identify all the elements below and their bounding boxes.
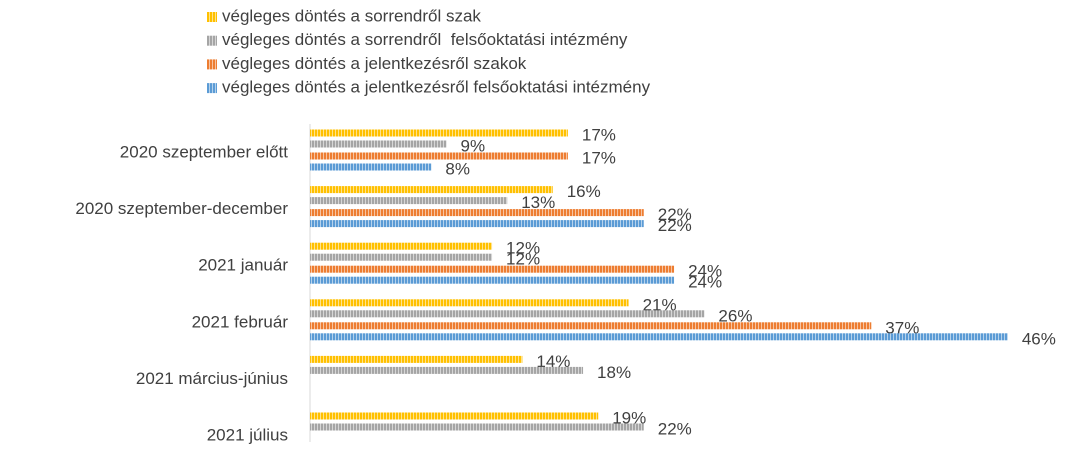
bar — [310, 129, 568, 137]
bar — [310, 140, 447, 148]
data-label: 19% — [612, 408, 646, 427]
bar — [310, 423, 644, 431]
data-label: 37% — [885, 318, 919, 337]
category-label: 2021 február — [192, 312, 289, 331]
bar — [310, 152, 568, 160]
bar — [310, 322, 872, 330]
data-label: 14% — [536, 352, 570, 371]
data-label: 26% — [718, 306, 752, 325]
legend-label: végleges döntés a sorrendről felsőoktatá… — [222, 30, 628, 49]
data-label: 22% — [658, 419, 692, 438]
bar — [310, 163, 432, 171]
data-label: 18% — [597, 363, 631, 382]
data-label: 46% — [1022, 329, 1056, 348]
data-label: 12% — [506, 239, 540, 258]
bar — [310, 197, 508, 205]
bar — [310, 253, 493, 261]
data-label: 24% — [688, 262, 722, 281]
data-label: 17% — [582, 125, 616, 144]
bar — [310, 186, 553, 194]
bar — [310, 299, 629, 307]
category-label: 2020 szeptember előtt — [120, 142, 288, 161]
data-label: 8% — [445, 159, 470, 178]
bar — [310, 265, 675, 273]
bar — [310, 242, 493, 250]
bar — [310, 355, 523, 363]
data-label: 22% — [658, 205, 692, 224]
legend-swatch — [207, 83, 217, 94]
category-label: 2020 szeptember-december — [75, 199, 288, 218]
category-label: 2021 január — [198, 256, 288, 275]
bar — [310, 310, 705, 318]
category-label: 2021 július — [207, 425, 288, 444]
bar — [310, 412, 599, 420]
bar — [310, 276, 675, 284]
category-label: 2021 március-június — [136, 369, 288, 388]
data-label: 9% — [461, 136, 486, 155]
data-label: 22% — [658, 216, 692, 235]
data-label: 21% — [643, 295, 677, 314]
legend-swatch — [207, 59, 217, 70]
bar — [310, 220, 644, 228]
legend-swatch — [207, 35, 217, 46]
bar — [310, 333, 1008, 341]
bar — [310, 209, 644, 217]
legend-label: végleges döntés a jelentkezésről felsőok… — [222, 78, 651, 97]
legend-label: végleges döntés a sorrendről szak — [222, 6, 481, 25]
legend-label: végleges döntés a jelentkezésről szakok — [222, 54, 527, 73]
legend-swatch — [207, 12, 217, 22]
data-label: 17% — [582, 148, 616, 167]
data-label: 12% — [506, 250, 540, 269]
data-label: 24% — [688, 273, 722, 292]
bar — [310, 366, 584, 374]
data-label: 13% — [521, 193, 555, 212]
data-label: 16% — [567, 182, 601, 201]
